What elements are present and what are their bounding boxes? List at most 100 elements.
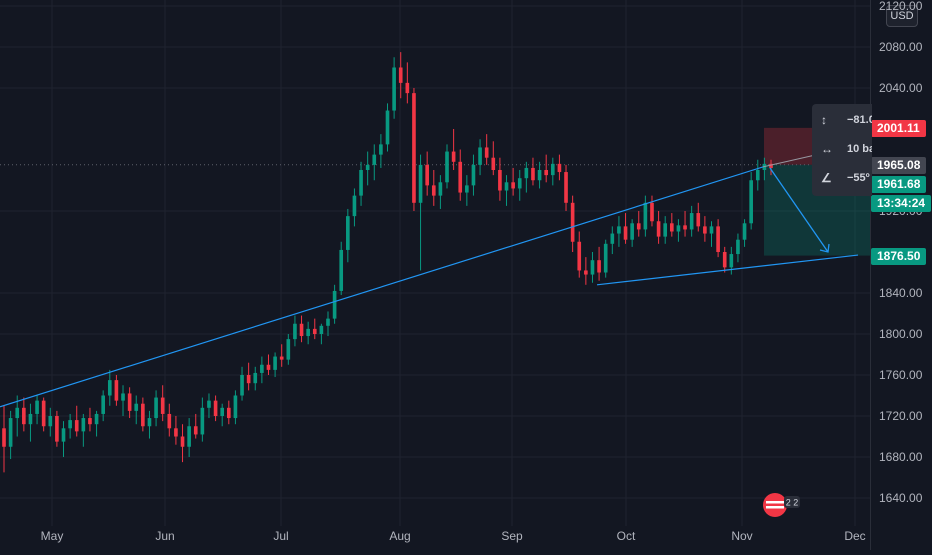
candle-body — [438, 182, 443, 196]
candle-body — [603, 243, 608, 273]
price-scale[interactable] — [870, 0, 932, 550]
measure-tooltip: ↕ −81.0 ↔ 10 ba ∠ −55º — [812, 104, 872, 196]
candle-body — [193, 426, 198, 435]
candle-body — [504, 182, 509, 191]
currency-button[interactable]: USD — [886, 5, 918, 27]
candle-body — [564, 172, 568, 203]
take-profit-price-label: 1876.50 — [871, 247, 927, 265]
x-tick-label: Oct — [616, 529, 636, 543]
x-tick-label: Jul — [273, 529, 289, 543]
candle-body — [134, 403, 139, 411]
stop-loss-price-label: 2001.11 — [871, 119, 926, 137]
candle-body — [385, 110, 390, 145]
candle-body — [22, 407, 26, 425]
candle-body — [663, 223, 668, 237]
candle-body — [8, 418, 13, 447]
measure-change-text: −81.0 — [847, 114, 872, 126]
us-flag-news-icon[interactable]: 2 2 — [762, 492, 802, 518]
candle-body — [174, 428, 178, 437]
candle-body — [531, 167, 535, 181]
candle-body — [35, 400, 39, 414]
candle-body — [233, 395, 238, 419]
bar-range-icon: ↔ — [821, 142, 833, 156]
candle-body — [246, 375, 251, 384]
y-tick-label: 2120.00 — [879, 0, 923, 13]
candle-body — [537, 170, 542, 181]
candle-body — [570, 202, 575, 242]
candle-body — [266, 364, 271, 370]
candle-body — [736, 239, 740, 255]
trendline-2 — [596, 254, 859, 286]
candle-body — [352, 195, 357, 217]
candle-body — [346, 216, 350, 250]
candle-body — [68, 420, 72, 429]
candle-body — [332, 290, 337, 319]
candle-body — [451, 151, 456, 162]
candle-body — [670, 223, 674, 232]
y-tick-label: 2080.00 — [879, 40, 923, 54]
candle-body — [676, 225, 681, 232]
entry-price-label: 1965.08 — [871, 156, 927, 174]
candle-body — [359, 170, 363, 196]
candle-body — [207, 400, 211, 408]
candle-body — [260, 364, 264, 373]
candle-body — [517, 178, 522, 189]
candle-body — [200, 407, 205, 435]
candle-body — [769, 163, 773, 168]
candle-body — [577, 241, 582, 271]
candle-body — [107, 380, 112, 396]
candle-body — [729, 254, 734, 268]
candle-body — [597, 260, 601, 273]
candle-body — [584, 270, 588, 275]
candle-body — [465, 185, 469, 193]
x-tick-label: Dec — [844, 529, 866, 543]
candle-body — [81, 418, 86, 432]
candle-body — [755, 170, 760, 181]
measure-angle-text: −55º — [847, 172, 870, 184]
candle-body — [101, 395, 105, 414]
candle-body — [167, 413, 172, 429]
y-tick-label: 1680.00 — [879, 450, 923, 464]
candle-body — [213, 400, 218, 416]
candle-body — [630, 223, 634, 240]
candle-body — [478, 147, 482, 165]
candle-body — [650, 202, 654, 222]
candle-body — [187, 426, 191, 447]
candle-body — [240, 375, 244, 396]
candle-body — [703, 226, 707, 234]
y-tick-label: 1840.00 — [879, 286, 923, 300]
candle-body — [511, 182, 515, 189]
projection-arrow — [769, 167, 829, 253]
candle-body — [253, 372, 258, 384]
candle-body — [418, 164, 423, 203]
candle-body — [2, 428, 6, 447]
candle-body — [306, 328, 310, 337]
candle-body — [226, 407, 231, 419]
trendline-extension — [762, 154, 818, 168]
candle-body — [160, 397, 165, 414]
projection-arrow-head — [819, 243, 830, 253]
candle-body — [405, 82, 410, 94]
candle-body — [273, 356, 277, 370]
candle-body — [220, 407, 225, 416]
candle-body — [379, 144, 383, 155]
candle-body — [636, 223, 641, 230]
candle-body — [326, 318, 330, 326]
candle-body — [392, 67, 396, 111]
candle-body — [471, 164, 476, 186]
y-tick-label: 2040.00 — [879, 81, 923, 95]
candle-body — [48, 416, 53, 427]
candle-body — [319, 325, 324, 334]
candle-body — [15, 407, 20, 419]
candle-body — [590, 260, 595, 275]
candle-body — [623, 226, 628, 240]
candle-body — [180, 436, 185, 447]
candle-body — [398, 67, 403, 83]
candle-body — [544, 170, 549, 176]
x-tick-label: Sep — [501, 529, 523, 543]
measure-angle-row: ∠ −55º — [812, 168, 872, 188]
candle-body — [498, 170, 502, 191]
candle-body — [722, 252, 727, 268]
